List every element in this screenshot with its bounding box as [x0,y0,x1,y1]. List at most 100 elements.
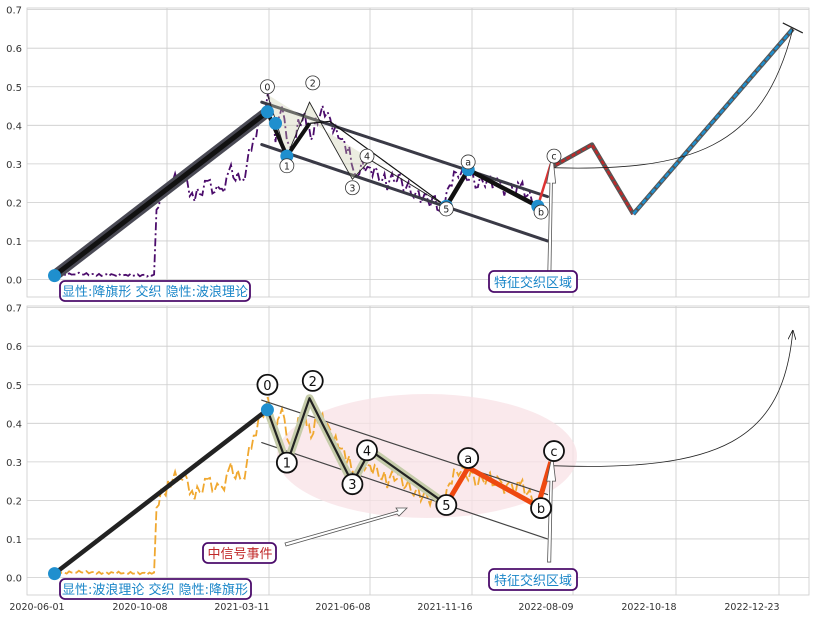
bottom-x-ticks: 2020-06-01 2020-10-08 2021-03-11 2021-06-08… [9,602,779,613]
top-right-annotation: 特征交织区域 [488,270,578,293]
wave-label-text: 1 [284,161,290,172]
top-right-annotation-text: 特征交织区域 [494,275,572,291]
wave-label-text: 2 [310,78,316,89]
wave-point-dot [48,567,62,581]
forecast-blue [632,28,794,215]
wave-label-circle [305,75,321,91]
top-right-annotation-box [488,270,578,293]
top-waves [48,22,804,284]
y-tick-label: 0.4 [6,419,22,430]
y-tick-label: 0.7 [6,6,22,17]
wave-label-circle [460,154,476,170]
wave-label-text: 3 [348,478,356,493]
wave-label-circle [256,373,279,396]
y-tick-label: 0.2 [6,496,22,507]
bottom-signal-annotation: 中信号事件 [202,542,277,564]
wave-label-circle [356,439,378,462]
x-tick-label: 2021-03-11 [214,602,269,613]
wave-label-circle [345,180,360,196]
wave-label-circle [279,158,295,174]
wave-label-circle [457,447,480,469]
wave-label-text: 5 [442,499,450,514]
impulse-leg [52,407,270,576]
wave-point-dot [48,269,62,283]
x-tick-label: 2022-10-18 [621,602,676,613]
impulse-leg [52,109,270,279]
forecast-end-bar [782,22,804,34]
top-left-annotation-box [59,280,251,302]
signal-arrow [284,507,408,547]
top-left-annotation-text: 显性:降旗形 交织 隐性:波浪理论 [62,284,248,300]
channel-line [261,441,549,540]
wave-label-circle [435,494,458,516]
wave-point-dot [260,105,274,119]
wave-label-circle [546,148,562,164]
y-tick-label: 0.1 [6,535,22,546]
wave-label-text: 4 [364,152,370,163]
forecast-red [550,142,635,215]
callout-arrow [546,152,557,284]
wave-point-dot [269,116,283,130]
wave-segment-35 [309,120,447,207]
wave-label-text: 3 [349,183,355,194]
top-left-annotation: 显性:降旗形 交织 隐性:波浪理论 [59,280,251,302]
y-tick-label: 0.5 [6,381,22,392]
bottom-right-annotation: 特征交织区域 [488,568,578,591]
bottom-y-ticks: 0.0 0.1 0.2 0.3 0.4 0.5 0.6 0.7 [6,304,22,585]
channel-line [260,143,550,243]
bottom-left-annotation-text: 显性:波浪理论 交织 隐性:降旗形 [62,582,248,598]
channel-line [261,399,549,496]
y-tick-label: 0.7 [6,304,22,315]
y-tick-label: 0.1 [6,237,22,248]
top-wave-labels: 0 1 2 3 4 5 a b c [260,75,562,220]
forecast-curve [550,331,793,467]
bottom-left-annotation: 显性:波浪理论 交织 隐性:降旗形 [59,578,252,600]
bottom-signal-annotation-text: 中信号事件 [207,547,272,562]
top-y-ticks: 0.0 0.1 0.2 0.3 0.4 0.5 0.6 0.7 [6,6,22,287]
wave-label-circle [260,79,275,95]
bottom-left-annotation-box [59,578,252,600]
bottom-signal-annotation-box [202,542,277,564]
wave-label-text: c [550,445,557,460]
bottom-waves [48,331,793,581]
x-tick-label: 2020-10-08 [112,602,167,613]
wave-label-text: 0 [263,379,271,394]
wave-label-circle [301,369,324,392]
bottom-panel: 0.00.10.20.30.40.50.60.7 2020-06-01 2020-… [6,304,810,613]
forecast-curve [550,28,794,169]
x-tick-label: 2022-08-09 [518,602,573,613]
top-grid [27,8,809,297]
bottom-right-annotation-box [488,568,578,591]
bottom-wave-labels: 0 1 2 3 4 5 a b c [256,369,565,520]
wave-label-circle [275,451,298,474]
y-tick-label: 0.2 [6,198,22,209]
wave-label-circle [533,204,549,220]
wave-label-text: 0 [264,82,270,93]
wave-label-circle [341,473,364,496]
wave-label-text: 1 [283,457,291,472]
wave-label-text: c [551,152,556,163]
wave-label-text: 2 [309,375,317,390]
x-tick-label: 2022-12-23 [724,602,779,613]
wave-label-circle [530,497,552,520]
y-tick-label: 0.6 [6,44,22,55]
wave-label-circle [543,440,565,462]
y-tick-label: 0.5 [6,83,22,94]
y-tick-label: 0.6 [6,342,22,353]
wave-label-text: 4 [363,444,371,459]
x-tick-label: 2021-11-16 [417,602,472,613]
y-tick-label: 0.0 [6,276,22,287]
wave-label-text: a [465,157,471,168]
top-panel: 0.0 0.1 0.2 0.3 0.4 0.5 0.6 0.7 0 1 2 3 4 5 a b c 显性:降旗… [6,6,810,302]
wave-label-text: b [537,502,545,517]
y-tick-label: 0.0 [6,574,22,585]
y-tick-label: 0.3 [6,160,22,171]
wave-point-dot [260,403,274,417]
x-tick-label: 2021-06-08 [315,602,370,613]
x-tick-label: 2020-06-01 [9,602,64,613]
y-tick-label: 0.4 [6,121,22,132]
wave-label-text: a [464,452,472,467]
bottom-right-annotation-text: 特征交织区域 [494,573,572,589]
